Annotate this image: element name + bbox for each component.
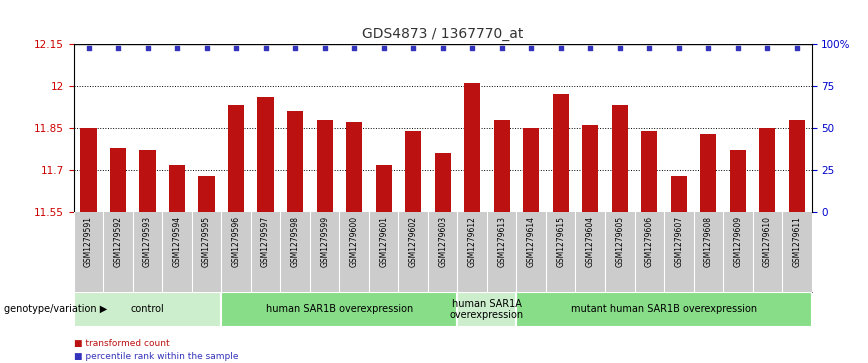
Bar [405, 131, 421, 212]
Point [731, 45, 745, 51]
Bar [140, 150, 155, 212]
Bar [494, 119, 510, 212]
Text: GSM1279599: GSM1279599 [320, 216, 329, 268]
Bar [523, 128, 539, 212]
Bar [464, 83, 480, 212]
Text: GSM1279608: GSM1279608 [704, 216, 713, 267]
Text: GSM1279598: GSM1279598 [291, 216, 299, 267]
Text: GSM1279614: GSM1279614 [527, 216, 536, 267]
Point [347, 45, 361, 51]
Text: GSM1279602: GSM1279602 [409, 216, 418, 267]
Bar [376, 164, 391, 212]
Point [377, 45, 391, 51]
Point [760, 45, 774, 51]
Point [229, 45, 243, 51]
Text: GSM1279595: GSM1279595 [202, 216, 211, 268]
Point [465, 45, 479, 51]
Text: control: control [131, 305, 164, 314]
Text: GSM1279601: GSM1279601 [379, 216, 388, 267]
Point [170, 45, 184, 51]
Bar [789, 119, 805, 212]
Bar [641, 131, 657, 212]
Point [790, 45, 804, 51]
Text: GSM1279592: GSM1279592 [114, 216, 122, 267]
Point [318, 45, 332, 51]
Text: mutant human SAR1B overexpression: mutant human SAR1B overexpression [571, 305, 757, 314]
Text: GSM1279609: GSM1279609 [733, 216, 742, 268]
Point [672, 45, 686, 51]
Text: GSM1279591: GSM1279591 [84, 216, 93, 267]
Text: GSM1279593: GSM1279593 [143, 216, 152, 268]
Text: ■ percentile rank within the sample: ■ percentile rank within the sample [74, 352, 239, 361]
Text: human SAR1B overexpression: human SAR1B overexpression [266, 305, 413, 314]
Point [583, 45, 597, 51]
Text: GSM1279600: GSM1279600 [350, 216, 358, 268]
Bar [553, 94, 569, 212]
Text: GSM1279607: GSM1279607 [674, 216, 683, 268]
Bar [612, 105, 628, 212]
Point [288, 45, 302, 51]
Bar [700, 134, 716, 212]
Title: GDS4873 / 1367770_at: GDS4873 / 1367770_at [362, 27, 523, 41]
Point [642, 45, 656, 51]
Bar [730, 150, 746, 212]
Bar [435, 153, 450, 212]
Text: human SAR1A
overexpression: human SAR1A overexpression [450, 299, 524, 320]
Bar [317, 119, 332, 212]
Text: GSM1279603: GSM1279603 [438, 216, 447, 268]
Bar [457, 292, 516, 327]
Bar [516, 292, 812, 327]
Text: GSM1279605: GSM1279605 [615, 216, 624, 268]
Bar [199, 176, 214, 212]
Text: genotype/variation ▶: genotype/variation ▶ [4, 305, 108, 314]
Bar [169, 164, 185, 212]
Text: GSM1279612: GSM1279612 [468, 216, 477, 267]
Point [524, 45, 538, 51]
Bar [228, 105, 244, 212]
Bar [74, 292, 221, 327]
Point [701, 45, 715, 51]
Text: GSM1279604: GSM1279604 [586, 216, 595, 268]
Bar [760, 128, 775, 212]
Text: GSM1279611: GSM1279611 [792, 216, 801, 267]
Bar [221, 292, 457, 327]
Text: ■ transformed count: ■ transformed count [74, 339, 169, 347]
Text: GSM1279615: GSM1279615 [556, 216, 565, 267]
Text: GSM1279596: GSM1279596 [232, 216, 240, 268]
Point [200, 45, 214, 51]
Bar [287, 111, 303, 212]
Point [82, 45, 95, 51]
Bar [258, 97, 273, 212]
Point [259, 45, 273, 51]
Point [141, 45, 155, 51]
Point [406, 45, 420, 51]
Text: GSM1279606: GSM1279606 [645, 216, 654, 268]
Point [554, 45, 568, 51]
Text: GSM1279597: GSM1279597 [261, 216, 270, 268]
Point [111, 45, 125, 51]
Text: GSM1279594: GSM1279594 [173, 216, 181, 268]
Bar [582, 125, 598, 212]
Bar [110, 148, 126, 212]
Point [495, 45, 509, 51]
Text: GSM1279613: GSM1279613 [497, 216, 506, 267]
Point [613, 45, 627, 51]
Bar [346, 122, 362, 212]
Text: GSM1279610: GSM1279610 [763, 216, 772, 267]
Point [436, 45, 450, 51]
Bar [671, 176, 687, 212]
Bar [81, 128, 96, 212]
